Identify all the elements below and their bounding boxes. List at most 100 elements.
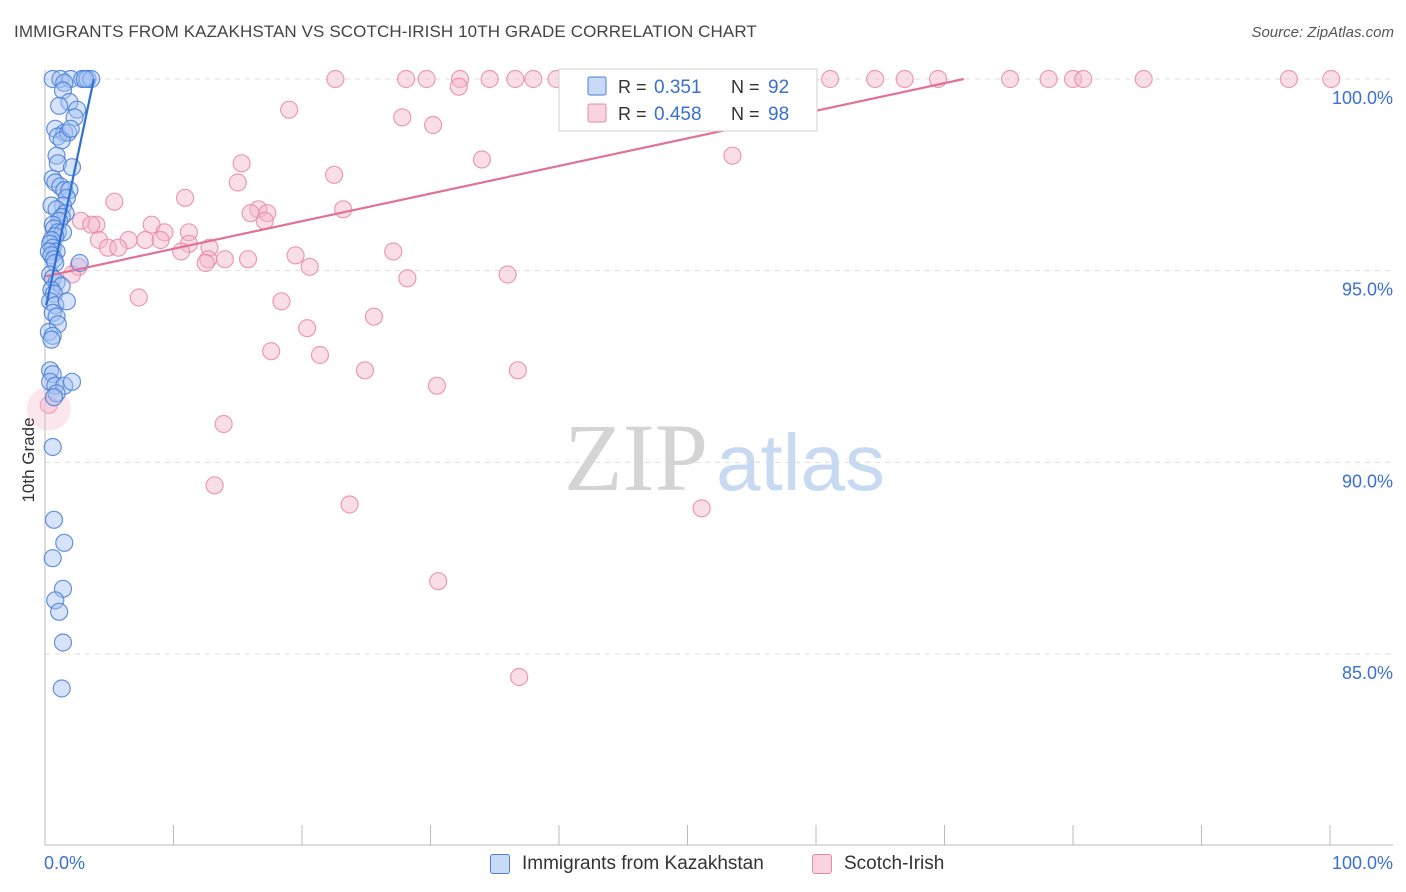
data-point-scotch-irish [821, 69, 840, 89]
data-point-scotch-irish [326, 69, 345, 89]
data-point-scotch-irish [508, 361, 527, 380]
legend-label-scotch-irish: Scotch-Irish [844, 853, 945, 874]
stats-r-value-blue: 0.351 [654, 77, 702, 98]
stats-swatch-pink [587, 103, 607, 123]
data-point-scotch-irish [109, 238, 128, 257]
data-point-scotch-irish [449, 77, 468, 96]
data-point-scotch-irish [228, 173, 247, 192]
data-point-scotch-irish [98, 238, 118, 257]
data-point-scotch-irish [1039, 69, 1058, 89]
watermark-atlas: atlas [716, 418, 885, 507]
data-point-kazakhstan [42, 330, 61, 349]
data-point-kazakhstan [50, 96, 69, 115]
watermark: ZIP atlas [564, 404, 885, 511]
data-point-kazakhstan [52, 679, 71, 698]
data-point-kazakhstan [65, 108, 84, 127]
data-point-kazakhstan [44, 510, 64, 529]
x-tick-min: 0.0% [44, 853, 85, 873]
data-point-scotch-irish [286, 246, 305, 265]
data-point-scotch-irish-large [26, 386, 71, 431]
data-point-kazakhstan [47, 307, 66, 326]
legend-swatch-blue [490, 854, 510, 874]
x-tick-max: 100.0% [1332, 853, 1393, 873]
data-point-kazakhstan [43, 549, 62, 568]
trend-line-scotch-irish [44, 77, 965, 278]
data-point-scotch-irish [417, 69, 436, 89]
data-point-scotch-irish [71, 211, 91, 230]
data-point-scotch-irish [506, 69, 525, 89]
data-point-kazakhstan [46, 591, 65, 610]
data-point-scotch-irish [241, 204, 260, 223]
data-point-kazakhstan [55, 533, 74, 552]
chart-title: IMMIGRANTS FROM KAZAKHSTAN VS SCOTCH-IRI… [14, 22, 757, 41]
data-point-scotch-irish [310, 345, 330, 365]
data-point-scotch-irish [87, 215, 106, 234]
data-point-kazakhstan [55, 73, 74, 92]
data-point-scotch-irish [1134, 69, 1153, 89]
y-tick-label: 85.0% [1342, 663, 1393, 683]
data-point-scotch-irish [151, 230, 170, 250]
data-point-scotch-irish [196, 253, 215, 273]
data-point-scotch-irish [175, 188, 195, 207]
data-point-kazakhstan [61, 119, 80, 138]
data-point-kazakhstan [44, 388, 64, 407]
source-label: Source: ZipAtlas.com [1251, 24, 1394, 41]
data-point-scotch-irish [334, 200, 353, 219]
data-point-scotch-irish [205, 476, 224, 495]
data-point-scotch-irish [200, 238, 219, 257]
data-point-scotch-irish [82, 215, 101, 234]
data-point-scotch-irish [427, 376, 447, 395]
data-point-scotch-irish [398, 269, 417, 288]
data-point-scotch-irish [723, 146, 742, 165]
data-point-scotch-irish [429, 572, 448, 591]
data-point-kazakhstan [57, 292, 76, 311]
data-point-scotch-irish [498, 265, 517, 284]
data-point-scotch-irish [866, 69, 885, 89]
data-point-scotch-irish [895, 69, 914, 89]
data-point-kazakhstan [53, 633, 73, 652]
data-point-scotch-irish [262, 342, 281, 361]
data-point-scotch-irish [300, 257, 319, 276]
data-point-kazakhstan [62, 372, 82, 391]
y-tick-label: 100.0% [1332, 88, 1393, 108]
data-point-scotch-irish [524, 69, 543, 89]
stats-r-label-blue: R = [618, 77, 647, 97]
data-point-scotch-irish [480, 69, 499, 89]
data-point-scotch-irish [1279, 69, 1298, 89]
data-point-kazakhstan [43, 69, 62, 89]
data-point-scotch-irish [129, 288, 148, 307]
data-point-kazakhstan [47, 146, 66, 165]
stats-r-value-pink: 0.458 [654, 104, 702, 125]
data-point-scotch-irish [238, 250, 258, 269]
data-point-kazakhstan [50, 602, 69, 621]
stats-swatch-blue [587, 76, 607, 96]
data-point-scotch-irish [423, 115, 443, 135]
data-point-scotch-irish [232, 154, 251, 173]
data-point-scotch-irish [384, 242, 403, 261]
stats-n-value-pink: 98 [768, 104, 789, 125]
data-point-scotch-irish [136, 230, 155, 250]
data-point-scotch-irish [215, 250, 234, 269]
data-point-scotch-irish [510, 667, 529, 687]
trend-line-kazakhstan [45, 78, 95, 306]
y-tick-label: 90.0% [1342, 471, 1393, 491]
data-point-scotch-irish [340, 495, 359, 514]
data-point-scotch-irish [1322, 69, 1341, 89]
y-axis-label: 10th Grade [19, 417, 38, 502]
legend-item-kazakhstan[interactable]: Immigrants from Kazakhstan [490, 853, 764, 875]
legend-item-scotch-irish[interactable]: Scotch-Irish [812, 853, 944, 875]
data-point-scotch-irish [105, 192, 124, 211]
data-point-scotch-irish [393, 108, 412, 127]
data-point-scotch-irish [396, 69, 416, 89]
data-point-scotch-irish [298, 319, 317, 338]
data-point-scotch-irish [692, 499, 711, 518]
data-point-scotch-irish [1074, 69, 1093, 89]
data-point-scotch-irish [1063, 69, 1083, 89]
data-point-scotch-irish [325, 165, 344, 184]
data-point-kazakhstan [75, 69, 94, 89]
data-point-scotch-irish [355, 361, 375, 380]
data-point-scotch-irish [272, 292, 291, 311]
watermark-zip: ZIP [564, 404, 708, 511]
data-point-scotch-irish [214, 414, 233, 434]
